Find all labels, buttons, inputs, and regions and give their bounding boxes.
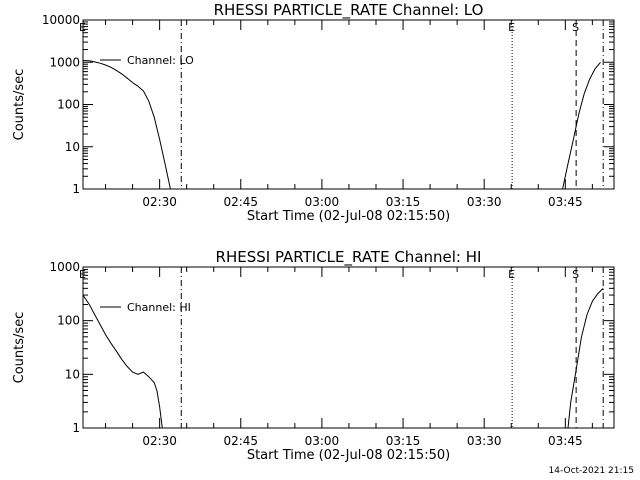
panel-2-marker-label: E: [508, 268, 515, 281]
panel-2-series-line: [567, 288, 604, 429]
panel-1-xtick-label: 03:15: [386, 195, 421, 209]
panel-2-marker-label: S: [572, 268, 579, 281]
panel-2-xtick-label: 02:45: [223, 434, 258, 448]
panel-1-marker-label: E: [79, 21, 86, 34]
panel-1-xtick-label: 03:00: [305, 195, 340, 209]
panel-1-xtick-label: 03:30: [467, 195, 502, 209]
panel-1-ytick-label: 100: [57, 98, 80, 112]
panel-2-ytick-label: 1000: [49, 260, 80, 274]
timestamp-stamp: 14-Oct-2021 21:15: [548, 466, 634, 476]
panel-1-marker-label: E: [508, 21, 515, 34]
panel-2-title: RHESSI PARTICLE_RATE Channel: HI: [216, 248, 482, 267]
panel-2-xtick-label: 03:30: [467, 434, 502, 448]
panel-2-xlabel: Start Time (02-Jul-08 02:15:50): [247, 448, 450, 463]
panel-1-series-line: [562, 61, 601, 190]
panel-1-legend-label: Channel: LO: [127, 54, 194, 67]
panel-2-xtick-label: 02:30: [142, 434, 177, 448]
panel-1-xlabel: Start Time (02-Jul-08 02:15:50): [247, 209, 450, 224]
panel-2-ytick-label: 100: [57, 314, 80, 328]
panel-1-xtick-label: 03:45: [548, 195, 583, 209]
panel-1-xtick-label: 02:30: [142, 195, 177, 209]
panel-2-frame: [82, 266, 615, 429]
panel-1-marker-label: S: [572, 21, 579, 34]
panel-2-xtick-label: 03:00: [305, 434, 340, 448]
panel-1-ytick-label: 10000: [42, 13, 80, 27]
panel-1-ytick-label: 1: [72, 182, 80, 196]
panel-2-series-line: [82, 294, 163, 429]
panel-2-legend-label: Channel: HI: [127, 301, 191, 314]
panel-1-ytick-label: 10: [65, 140, 80, 154]
panel-1-frame: [82, 19, 615, 190]
panel-2-ylabel: Counts/sec: [12, 312, 27, 384]
panel-2-marker-label: E: [79, 268, 86, 281]
panel-2-ytick-label: 10: [65, 367, 80, 381]
panel-1-series-line: [82, 60, 171, 190]
panel-2-xtick-label: 03:15: [386, 434, 421, 448]
panel-1-ytick-label: 1000: [49, 55, 80, 69]
panel-1-xtick-label: 02:45: [223, 195, 258, 209]
panel-2-xtick-label: 03:45: [548, 434, 583, 448]
panel-2-ytick-label: 1: [72, 421, 80, 435]
panel-1-ylabel: Counts/sec: [12, 69, 27, 141]
panel-1-title: RHESSI PARTICLE_RATE Channel: LO: [214, 1, 484, 20]
